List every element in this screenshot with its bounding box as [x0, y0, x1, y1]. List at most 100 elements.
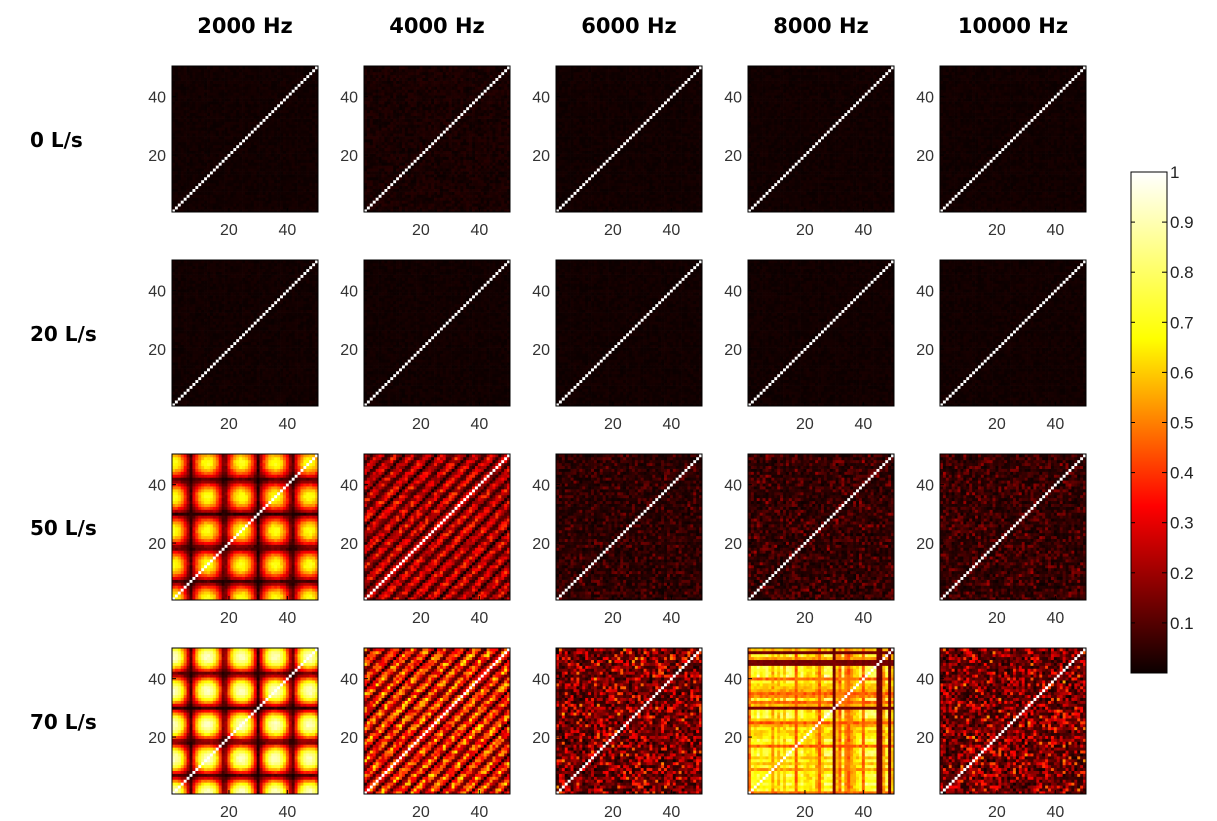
heatmap-cell — [201, 98, 204, 101]
heatmap-cell — [201, 183, 204, 186]
heatmap-cell — [309, 177, 312, 180]
heatmap-cell — [277, 174, 280, 177]
heatmap-cell — [300, 78, 303, 81]
heatmap-cell — [245, 127, 248, 130]
heatmap-cell — [213, 174, 216, 177]
heatmap-cell — [309, 174, 312, 177]
heatmap-cell — [225, 189, 228, 192]
heatmap-cell — [283, 148, 286, 151]
heatmap-cell — [283, 98, 286, 101]
heatmap-cell — [175, 142, 178, 145]
heatmap-cell — [233, 148, 236, 151]
heatmap-cell — [289, 98, 292, 101]
heatmap-cell — [184, 168, 187, 171]
heatmap-cell — [251, 157, 254, 160]
heatmap-cell — [298, 133, 301, 136]
heatmap-cell — [207, 142, 210, 145]
heatmap-cell — [306, 121, 309, 124]
heatmap-cell — [195, 148, 198, 151]
heatmap-cell — [303, 189, 306, 192]
heatmap-cell — [187, 89, 190, 92]
heatmap-cell — [239, 95, 242, 98]
heatmap-cell — [201, 165, 204, 168]
heatmap-cell — [274, 130, 277, 133]
heatmap-cell — [192, 139, 195, 142]
heatmap-cell — [236, 116, 239, 119]
heatmap-cell — [283, 95, 286, 98]
heatmap-cell — [210, 75, 213, 78]
heatmap-cell — [181, 98, 184, 101]
heatmap-cell — [236, 159, 239, 162]
heatmap-cell — [271, 130, 274, 133]
heatmap-cell — [265, 89, 268, 92]
heatmap-cell — [248, 101, 251, 104]
heatmap-cell — [286, 86, 289, 89]
heatmap-cell — [277, 127, 280, 130]
heatmap-cell — [289, 154, 292, 157]
heatmap-cell — [222, 145, 225, 148]
heatmap-cell — [292, 69, 295, 72]
heatmap-cell — [245, 189, 248, 192]
heatmap-cell — [248, 145, 251, 148]
heatmap-cell — [292, 139, 295, 142]
heatmap-cell — [175, 174, 178, 177]
heatmap-cell — [286, 183, 289, 186]
heatmap-cell — [271, 110, 274, 113]
heatmap-cell — [274, 75, 277, 78]
heatmap-cell — [309, 104, 312, 107]
heatmap-cell — [254, 180, 257, 183]
heatmap-cell — [257, 136, 260, 139]
heatmap-cell — [289, 136, 292, 139]
heatmap-cell — [219, 165, 222, 168]
heatmap-cell — [227, 72, 230, 75]
heatmap-cell — [306, 189, 309, 192]
heatmap-cell — [201, 154, 204, 157]
heatmap-cell — [239, 206, 242, 209]
heatmap-cell — [248, 180, 251, 183]
heatmap-cell — [245, 116, 248, 119]
heatmap-cell — [190, 75, 193, 78]
heatmap-cell — [204, 75, 207, 78]
heatmap-cell — [222, 119, 225, 122]
heatmap-cell — [295, 174, 298, 177]
heatmap-cell — [207, 95, 210, 98]
heatmap-cell — [190, 116, 193, 119]
heatmap-cell — [274, 189, 277, 192]
heatmap-cell — [236, 168, 239, 171]
heatmap-cell — [274, 194, 277, 197]
heatmap-cell — [225, 165, 228, 168]
heatmap-cell — [292, 148, 295, 151]
heatmap-cell — [239, 171, 242, 174]
heatmap-cell — [242, 98, 245, 101]
heatmap-cell — [265, 95, 268, 98]
heatmap-cell — [242, 159, 245, 162]
heatmap-cell — [265, 139, 268, 142]
heatmap-cell — [175, 78, 178, 81]
heatmap-cell — [260, 119, 263, 122]
heatmap-cell — [268, 116, 271, 119]
heatmap-cell — [271, 171, 274, 174]
heatmap-cell — [306, 69, 309, 72]
heatmap-cell — [263, 84, 266, 87]
heatmap-cell — [187, 124, 190, 127]
heatmap-cell — [239, 189, 242, 192]
heatmap-cell — [192, 98, 195, 101]
heatmap-cell — [268, 130, 271, 133]
heatmap-cell — [190, 104, 193, 107]
heatmap-cell — [230, 72, 233, 75]
heatmap-cell — [292, 192, 295, 195]
heatmap-cell — [236, 124, 239, 127]
heatmap-cell — [280, 121, 283, 124]
heatmap-cell — [277, 168, 280, 171]
heatmap-cell — [303, 171, 306, 174]
heatmap-cell — [300, 180, 303, 183]
heatmap-cell — [216, 113, 219, 116]
heatmap-cell — [306, 145, 309, 148]
heatmap-cell — [283, 168, 286, 171]
heatmap-cell — [251, 168, 254, 171]
heatmap-cell — [190, 136, 193, 139]
heatmap-cell — [295, 113, 298, 116]
heatmap-cell — [184, 116, 187, 119]
heatmap-cell — [204, 206, 207, 209]
heatmap-cell — [190, 127, 193, 130]
